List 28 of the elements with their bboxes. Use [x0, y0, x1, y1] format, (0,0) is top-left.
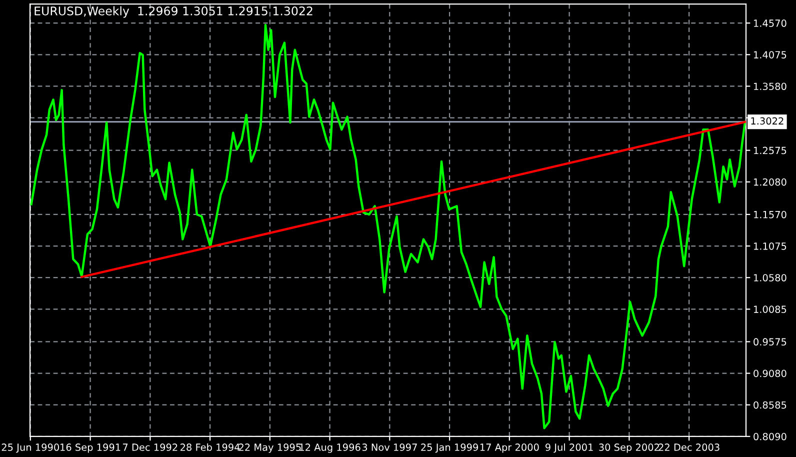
y-tick-label: 1.1075: [754, 242, 786, 250]
x-tick-label: 16 Sep 1991: [60, 444, 120, 453]
x-tick-label: 25 Jun 1990: [2, 444, 59, 453]
x-tick-label: 17 Apr 2000: [480, 444, 539, 453]
x-tick-label: 12 Aug 1996: [300, 444, 360, 453]
y-tick-label: 0.8090: [754, 432, 786, 440]
y-tick-label: 1.4075: [754, 51, 786, 58]
ref-line-label: 1.3022: [751, 117, 784, 125]
y-tick-label: 0.8585: [754, 401, 786, 409]
x-tick-label: 7 Dec 1992: [122, 444, 178, 451]
x-tick-label: 30 Sep 2002: [599, 444, 660, 453]
chart-title: EURUSD,Weekly 1.2969 1.3051 1.2915 1.3022: [34, 6, 312, 18]
y-tick-label: 1.2575: [754, 146, 786, 154]
x-tick-label: 9 Jul 2001: [546, 443, 593, 453]
y-tick-label: 1.0085: [754, 306, 786, 313]
y-tick-label: 0.9575: [754, 338, 786, 346]
line-series: [30, 24, 746, 430]
x-tick-label: 25 Jan 1999: [421, 444, 478, 453]
x-tick-label: 3 Nov 1997: [362, 444, 417, 451]
x-tick-label: 22 May 1995: [238, 444, 301, 453]
y-tick-label: 1.0580: [754, 274, 786, 282]
y-tick-label: 0.9080: [754, 370, 786, 378]
y-tick-label: 1.3580: [754, 82, 786, 90]
y-tick-label: 1.1570: [754, 210, 786, 218]
y-tick-label: 1.4570: [754, 20, 786, 27]
x-tick-label: 22 Dec 2003: [658, 444, 720, 451]
y-tick-label: 1.2080: [754, 178, 786, 186]
x-tick-label: 28 Feb 1994: [180, 443, 240, 451]
